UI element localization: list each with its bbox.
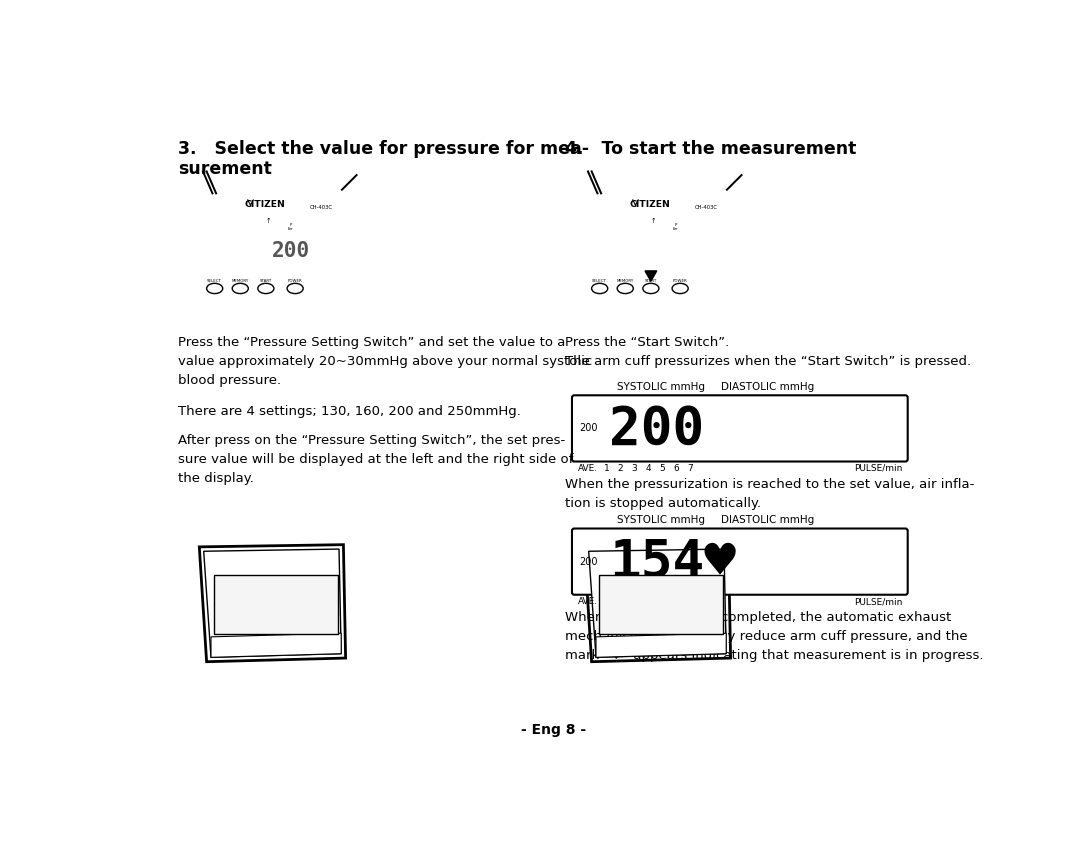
Text: 7: 7 [687, 464, 692, 473]
Text: POWER: POWER [673, 278, 688, 282]
Text: 1: 1 [604, 597, 609, 606]
Text: 2: 2 [618, 464, 623, 473]
Ellipse shape [206, 283, 222, 293]
Text: AVE.: AVE. [578, 597, 598, 606]
Text: 6: 6 [673, 464, 679, 473]
Polygon shape [645, 271, 657, 282]
Ellipse shape [258, 283, 274, 293]
Polygon shape [584, 545, 730, 662]
Polygon shape [211, 633, 341, 658]
Text: CH-403C: CH-403C [310, 206, 333, 211]
Text: DIASTOLIC mmHg: DIASTOLIC mmHg [720, 382, 814, 392]
Ellipse shape [643, 283, 659, 293]
Text: Press the “Pressure Setting Switch” and set the value to a
value approximately 2: Press the “Pressure Setting Switch” and … [178, 336, 592, 387]
Text: 200: 200 [579, 423, 597, 433]
Text: 7: 7 [687, 597, 692, 606]
Text: 200: 200 [579, 556, 597, 566]
Ellipse shape [617, 283, 633, 293]
Text: START: START [260, 278, 272, 282]
Polygon shape [214, 575, 338, 634]
Text: ↑: ↑ [651, 218, 657, 224]
Text: 3: 3 [632, 464, 637, 473]
FancyBboxPatch shape [572, 395, 907, 461]
Text: 200: 200 [609, 404, 704, 456]
Text: MEMORY: MEMORY [231, 278, 248, 282]
Text: PULSE/min: PULSE/min [854, 464, 902, 473]
Polygon shape [200, 545, 346, 662]
Text: When the pressurization is reached to the set value, air infla-
tion is stopped : When the pressurization is reached to th… [565, 479, 974, 511]
Text: 5: 5 [659, 464, 665, 473]
Text: SYSTOLIC mmHg: SYSTOLIC mmHg [617, 382, 704, 392]
Text: P
Err: P Err [288, 223, 294, 231]
Text: POWER: POWER [287, 278, 302, 282]
Polygon shape [589, 549, 726, 658]
Text: There are 4 settings; 130, 160, 200 and 250mmHg.: There are 4 settings; 130, 160, 200 and … [178, 405, 521, 418]
Text: SYSTOLIC mmHg: SYSTOLIC mmHg [617, 515, 704, 525]
Text: P
Err: P Err [673, 223, 678, 231]
Text: 4: 4 [646, 464, 651, 473]
Text: CH-403C: CH-403C [694, 206, 717, 211]
Text: 200: 200 [271, 241, 310, 260]
Text: SELECT: SELECT [592, 278, 607, 282]
Text: 154♥: 154♥ [609, 537, 735, 589]
Text: Press the “Start Switch”.
The arm cuff pressurizes when the “Start Switch” is pr: Press the “Start Switch”. The arm cuff p… [565, 336, 971, 368]
Text: 5: 5 [659, 597, 665, 606]
Text: CITIZEN: CITIZEN [245, 200, 285, 209]
Ellipse shape [287, 283, 303, 293]
Text: DIASTOLIC mmHg: DIASTOLIC mmHg [720, 515, 814, 525]
Text: AVE.: AVE. [578, 464, 598, 473]
Text: 4.   To start the measurement: 4. To start the measurement [565, 140, 856, 158]
Text: 1: 1 [604, 464, 609, 473]
Text: START: START [645, 278, 657, 282]
Polygon shape [599, 575, 724, 634]
Text: 4: 4 [646, 597, 651, 606]
Text: - Eng 8 -: - Eng 8 - [521, 723, 586, 738]
Text: When pressurization is completed, the automatic exhaust
mechanism will gradually: When pressurization is completed, the au… [565, 611, 984, 662]
Ellipse shape [672, 283, 688, 293]
Ellipse shape [592, 283, 608, 293]
Text: 2: 2 [618, 597, 623, 606]
Text: SELECT: SELECT [207, 278, 222, 282]
Ellipse shape [232, 283, 248, 293]
Text: PULSE/min: PULSE/min [854, 597, 902, 606]
Text: 3.   Select the value for pressure for mea-
surement: 3. Select the value for pressure for mea… [178, 140, 589, 179]
Text: MEMORY: MEMORY [617, 278, 634, 282]
Polygon shape [204, 549, 341, 658]
Text: 6: 6 [673, 597, 679, 606]
Text: 3: 3 [632, 597, 637, 606]
FancyBboxPatch shape [572, 529, 907, 594]
Text: ↑: ↑ [266, 218, 271, 224]
Text: CITIZEN: CITIZEN [630, 200, 671, 209]
Polygon shape [596, 633, 726, 658]
Text: After press on the “Pressure Setting Switch”, the set pres-
sure value will be d: After press on the “Pressure Setting Swi… [178, 434, 573, 485]
